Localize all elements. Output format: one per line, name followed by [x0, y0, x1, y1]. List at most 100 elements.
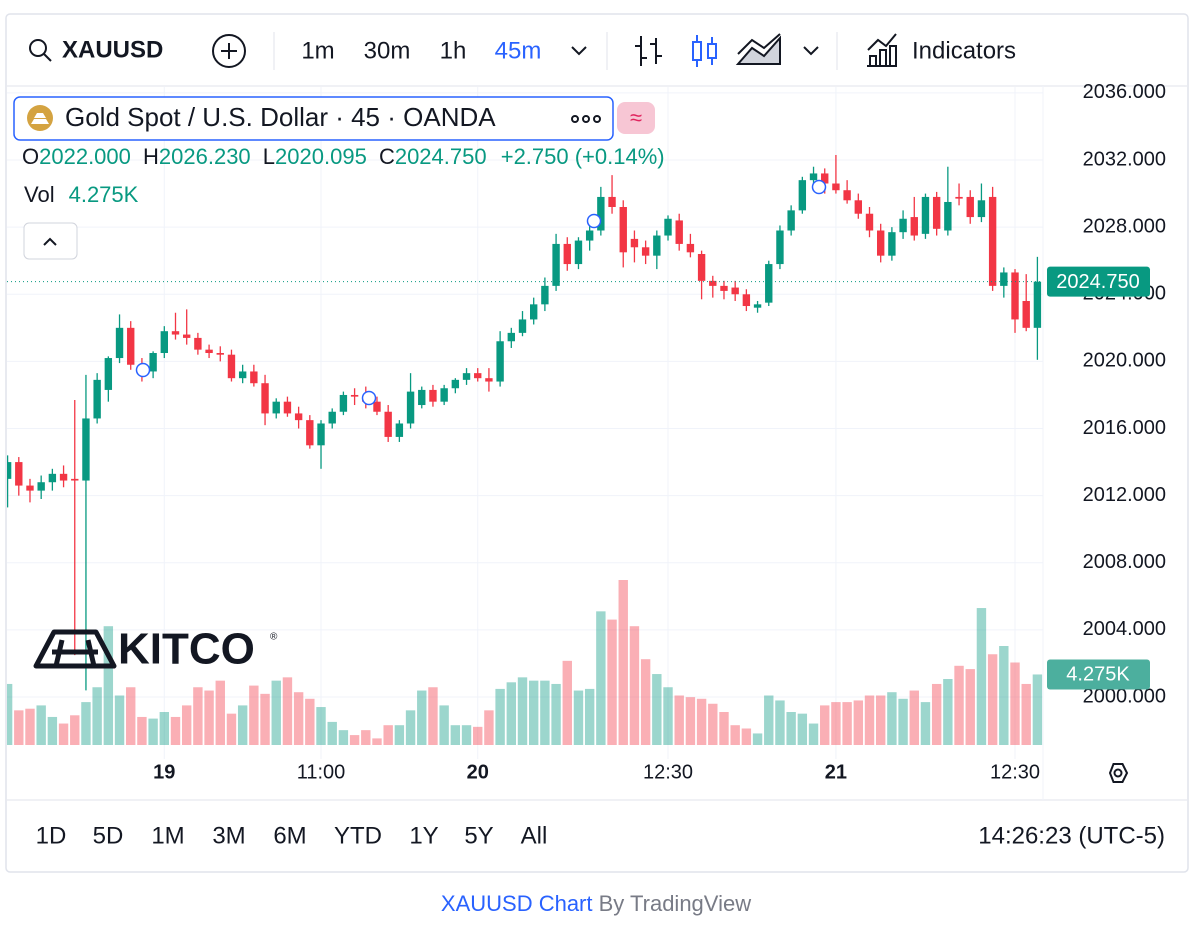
volume-bar [249, 685, 259, 745]
legend-title[interactable]: Gold Spot / U.S. Dollar · 45 · OANDA [65, 102, 496, 132]
volume-bar [831, 702, 841, 745]
event-marker[interactable] [135, 362, 151, 378]
volume-bar [148, 718, 158, 745]
volume-bar [842, 702, 852, 745]
flag-button[interactable] [617, 102, 655, 134]
legend-title-box[interactable] [13, 96, 614, 141]
compare-button[interactable] [212, 34, 246, 68]
volume-bar [506, 682, 517, 745]
volume-bar [618, 580, 628, 745]
volume-bar [976, 608, 987, 745]
candle-body [216, 353, 224, 355]
candle-body [854, 200, 863, 214]
volume-bar [584, 688, 595, 745]
volume-bar [528, 680, 539, 745]
candle-body [1033, 281, 1042, 328]
candle-body [350, 394, 359, 397]
interval-dropdown[interactable] [571, 46, 587, 56]
candle-body [250, 371, 258, 384]
candle-body [686, 243, 695, 253]
collapse-button[interactable] [23, 222, 78, 260]
candle-body [194, 337, 202, 350]
y-tick-label: 2036.000 [1083, 81, 1166, 103]
low-value: 2020.095 [275, 144, 367, 169]
candle-body [664, 218, 672, 236]
candle-body [832, 183, 840, 191]
volume-bar [596, 611, 606, 745]
volume-bar [394, 725, 405, 745]
bar-style-icon[interactable] [635, 36, 662, 66]
scale-settings[interactable] [1108, 763, 1129, 783]
volume-bar [909, 690, 919, 745]
interval[interactable]: 30m [364, 37, 411, 64]
range-button[interactable]: YTD [334, 822, 382, 849]
volume-bar [1010, 662, 1020, 745]
event-marker[interactable] [586, 213, 602, 229]
candle-body [787, 210, 795, 231]
range-button[interactable]: 1Y [409, 822, 438, 849]
volume-bar [70, 715, 80, 745]
event-marker[interactable] [811, 179, 827, 195]
candle-body [1022, 300, 1030, 328]
interval[interactable]: 45m [495, 37, 542, 64]
y-tick-label: 2012.000 [1083, 484, 1166, 506]
volume-bar [103, 626, 114, 745]
range-button[interactable]: 1M [151, 822, 184, 849]
area-icon [737, 33, 781, 55]
volume-bar [875, 695, 886, 745]
range-button[interactable]: 5D [93, 822, 124, 849]
dot [593, 115, 601, 123]
close-value: 2024.750 [395, 144, 487, 169]
range-button[interactable]: 3M [212, 822, 245, 849]
y-tick-label: 2020.000 [1083, 350, 1166, 372]
volume-bar [159, 712, 170, 745]
interval[interactable]: 1m [301, 37, 334, 64]
indicators-button[interactable]: Indicators [867, 33, 1016, 67]
volume-bar [137, 716, 147, 745]
volume-bar [864, 695, 875, 745]
candle-body [306, 420, 314, 446]
range-button[interactable]: All [521, 822, 548, 849]
candle-body [429, 389, 437, 402]
candle-body [238, 371, 247, 379]
registered-mark: ® [270, 632, 278, 643]
range-button[interactable]: 6M [273, 822, 306, 849]
style-dropdown[interactable] [803, 46, 819, 56]
candle-body [932, 196, 941, 229]
volume-label: 4.275K [1066, 664, 1130, 686]
event-marker[interactable] [361, 390, 377, 406]
candle-body [48, 473, 57, 483]
volume-bar [36, 705, 46, 745]
candle-body [272, 401, 280, 414]
volume-bar [551, 683, 561, 745]
candle-body [160, 331, 169, 354]
range-button[interactable]: 5Y [464, 822, 493, 849]
candle-body [888, 232, 896, 256]
interval[interactable]: 1h [440, 37, 467, 64]
area-style-icon[interactable] [735, 33, 781, 65]
volume-bar [640, 659, 651, 745]
candle-body [809, 173, 818, 181]
candle-body [474, 373, 482, 379]
candle-body [15, 462, 23, 486]
candle-style-icon[interactable] [692, 35, 717, 67]
volume-bar [473, 726, 483, 745]
candle-body [574, 240, 583, 265]
indicators-label[interactable]: Indicators [912, 37, 1016, 64]
candle-body [507, 332, 516, 342]
volume-bar [943, 679, 953, 745]
candle-body [921, 196, 930, 234]
candle-body [955, 196, 963, 199]
candle-body [675, 220, 683, 244]
x-tick-label: 12:30 [990, 761, 1040, 783]
chart-link[interactable]: XAUUSD Chart [441, 891, 593, 916]
more-icon[interactable] [571, 115, 601, 123]
volume-bar [215, 680, 225, 745]
y-tick-label: 2000.000 [1083, 685, 1166, 707]
symbol-search[interactable]: XAUUSD [29, 36, 163, 63]
volume-bar [797, 713, 808, 745]
symbol[interactable]: XAUUSD [62, 36, 163, 63]
range-button[interactable]: 1D [36, 822, 67, 849]
